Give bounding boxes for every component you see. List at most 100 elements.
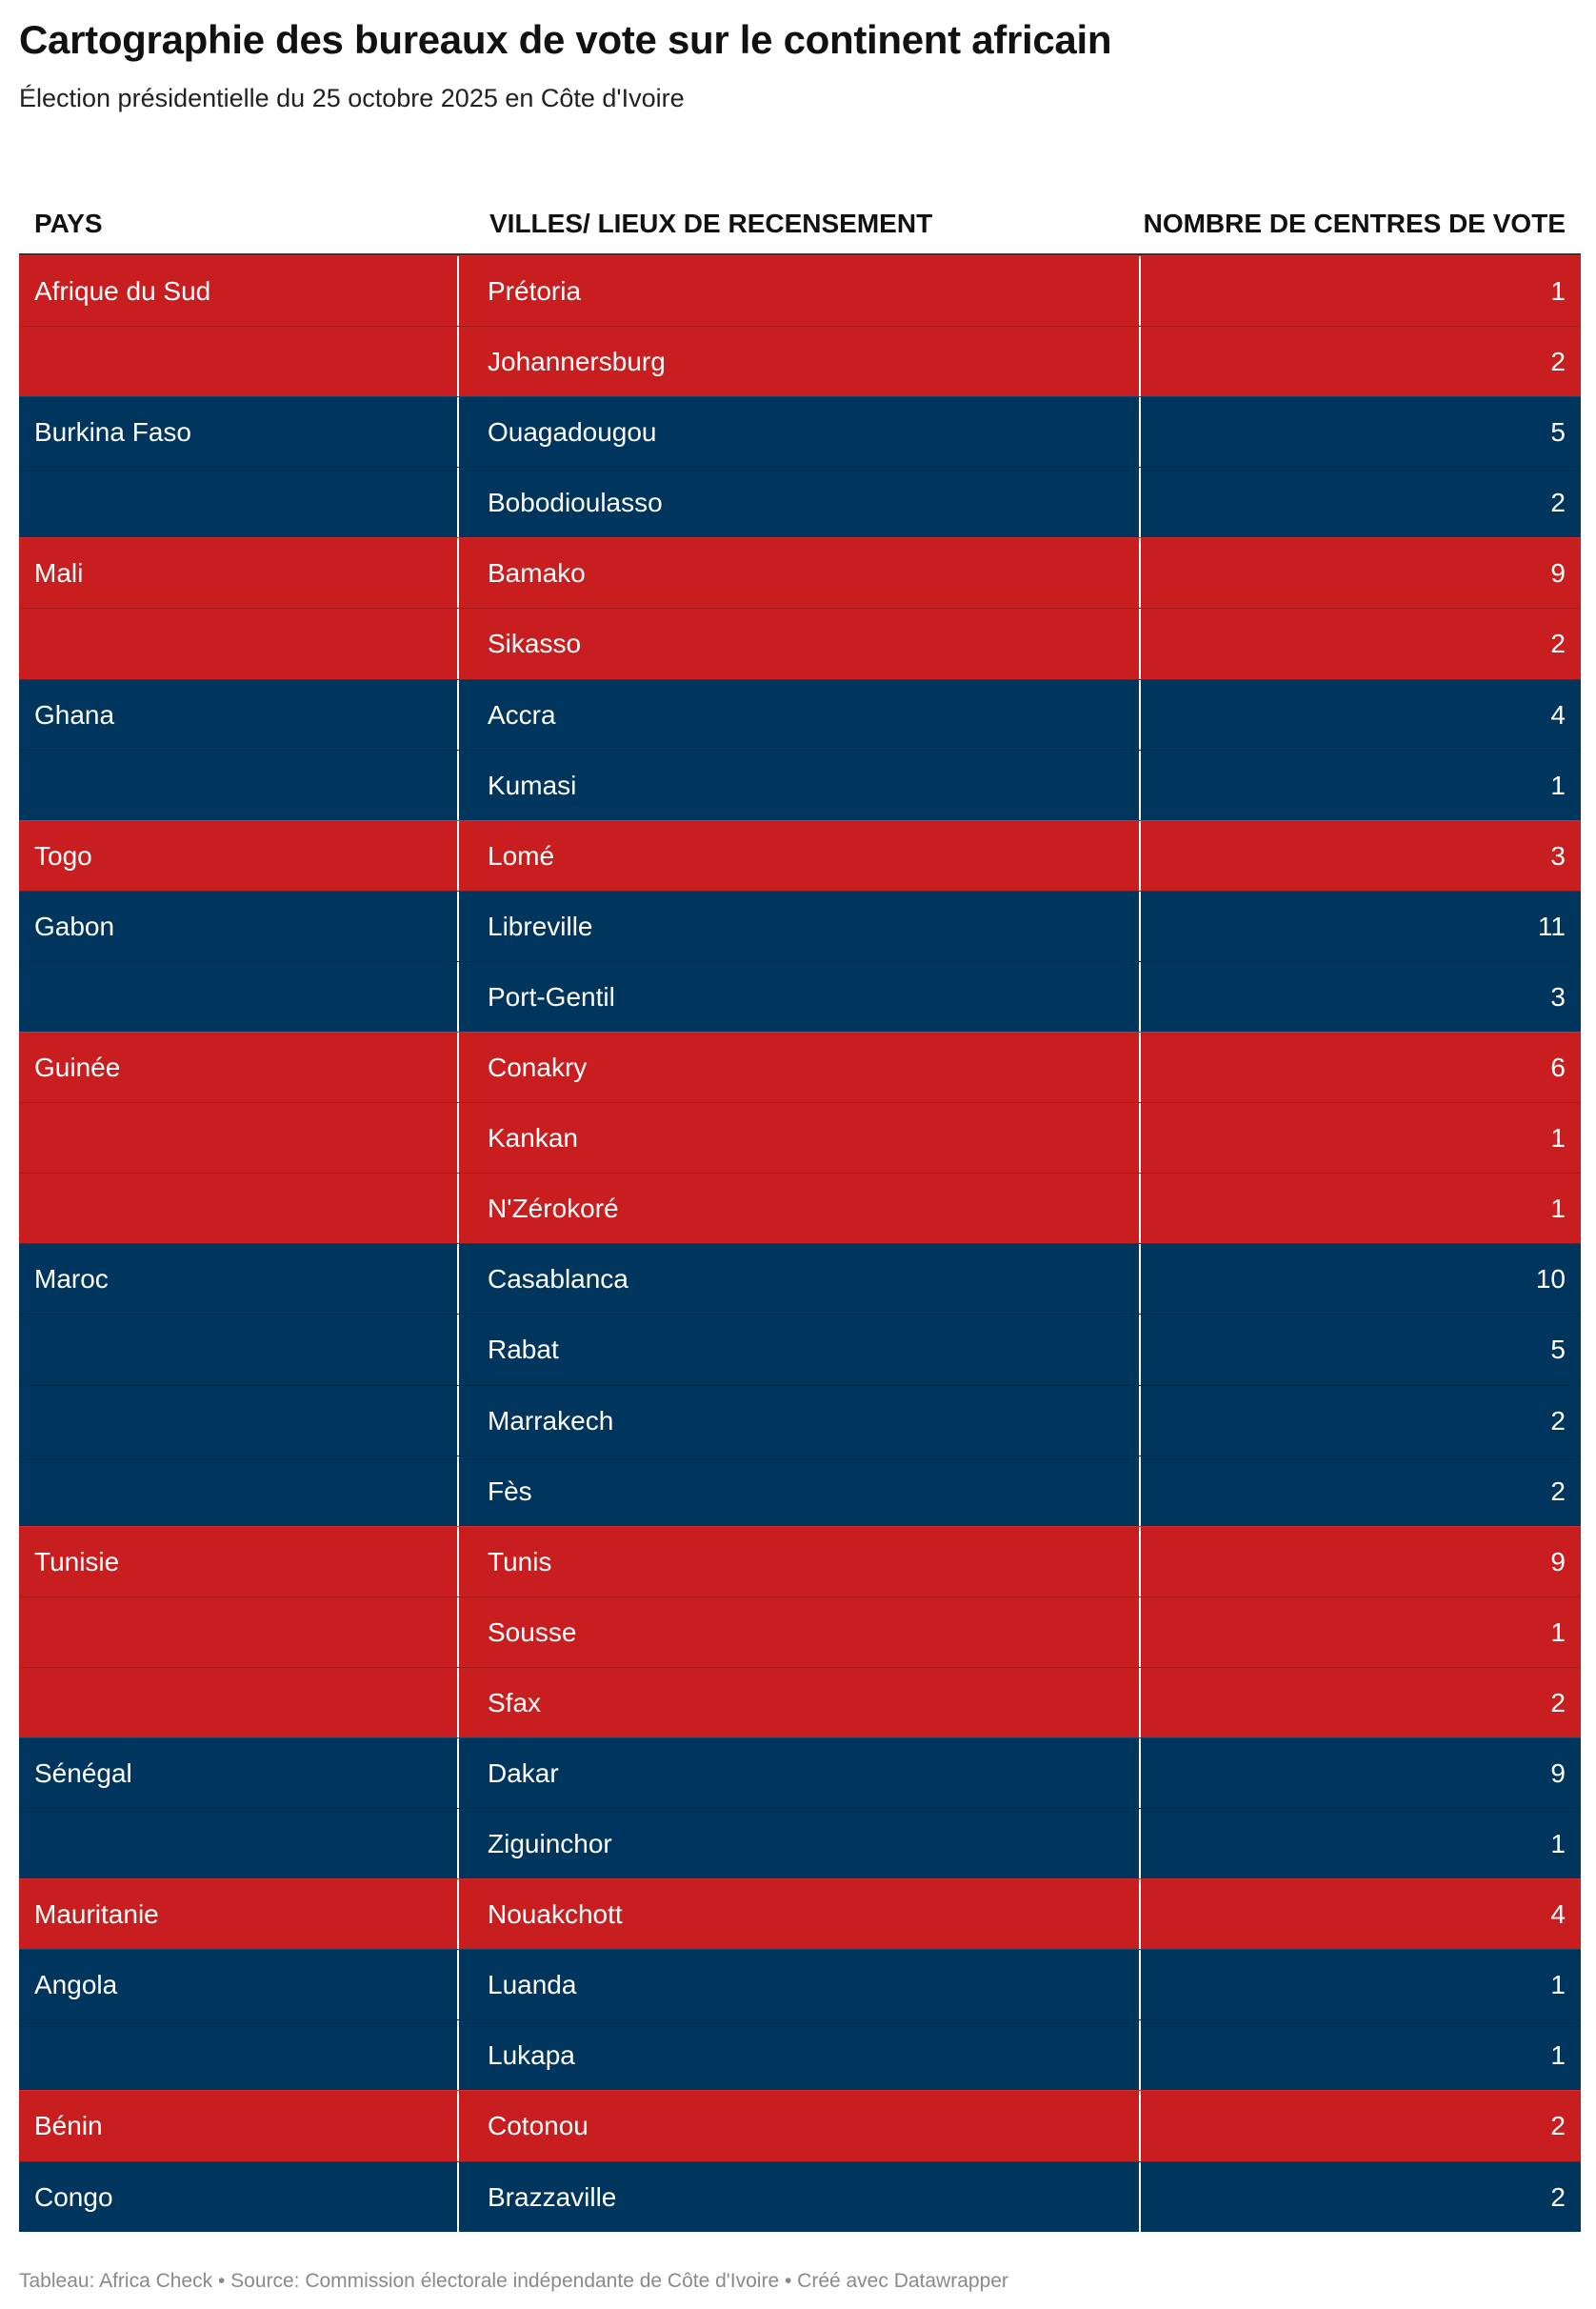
cell-ville: Port-Gentil — [459, 961, 1141, 1033]
cell-pays — [19, 1809, 459, 1879]
column-header-villes[interactable]: VILLES/ LIEUX DE RECENSEMENT — [489, 209, 933, 238]
cell-centres: 1 — [1550, 2040, 1566, 2071]
table-row: Ziguinchor 1 — [19, 1808, 1581, 1879]
cell-ville: Dakar — [459, 1737, 1141, 1809]
cell-centres: 10 — [1535, 1264, 1566, 1295]
cell-pays — [19, 2020, 459, 2091]
table-row: Sousse 1 — [19, 1596, 1581, 1667]
cell-pays — [19, 1174, 459, 1244]
table-row: Togo Lomé 3 — [19, 819, 1581, 891]
table-row: Port-Gentil 3 — [19, 960, 1581, 1033]
cell-ville: Lomé — [459, 820, 1141, 891]
cell-pays: Gabon — [19, 891, 459, 961]
table-row: Fès 2 — [19, 1455, 1581, 1526]
cell-pays: Maroc — [19, 1244, 459, 1315]
table-row: Maroc Casablanca 10 — [19, 1243, 1581, 1315]
cell-ville: Ziguinchor — [459, 1809, 1141, 1879]
table-row: Sénégal Dakar 9 — [19, 1737, 1581, 1809]
table-row: N'Zérokoré 1 — [19, 1173, 1581, 1244]
chart-subtitle: Élection présidentielle du 25 octobre 20… — [19, 84, 685, 112]
cell-ville: Conakry — [459, 1033, 1141, 1103]
cell-pays — [19, 1315, 459, 1385]
chart-title: Cartographie des bureaux de vote sur le … — [19, 17, 1112, 62]
cell-pays — [19, 327, 459, 397]
cell-centres: 6 — [1550, 1053, 1566, 1083]
cell-centres: 2 — [1550, 2181, 1566, 2212]
cell-pays: Guinée — [19, 1033, 459, 1103]
cell-ville: Luanda — [459, 1950, 1141, 2020]
table-row: Marrakech 2 — [19, 1384, 1581, 1456]
cell-ville: Johannersburg — [459, 327, 1141, 397]
chart-footer: Tableau: Africa Check • Source: Commissi… — [19, 2270, 1008, 2292]
cell-pays — [19, 1667, 459, 1737]
table-row: Guinée Conakry 6 — [19, 1032, 1581, 1103]
cell-ville: Marrakech — [459, 1385, 1141, 1456]
cell-centres: 2 — [1550, 488, 1566, 518]
cell-pays — [19, 1385, 459, 1456]
cell-ville: Accra — [459, 679, 1141, 750]
cell-pays: Afrique du Sud — [19, 256, 459, 327]
cell-centres: 1 — [1550, 1829, 1566, 1859]
cell-ville: Nouakchott — [459, 1879, 1141, 1950]
cell-ville: Lukapa — [459, 2020, 1141, 2091]
cell-pays — [19, 1596, 459, 1667]
cell-centres: 4 — [1550, 699, 1566, 730]
cell-pays: Ghana — [19, 679, 459, 750]
cell-centres: 2 — [1550, 1476, 1566, 1506]
cell-pays: Burkina Faso — [19, 397, 459, 468]
table-row: Ghana Accra 4 — [19, 678, 1581, 750]
cell-centres: 2 — [1550, 629, 1566, 659]
cell-ville: Sikasso — [459, 609, 1141, 679]
cell-pays: Mali — [19, 538, 459, 609]
table-row: Rabat 5 — [19, 1314, 1581, 1385]
cell-pays: Angola — [19, 1950, 459, 2020]
cell-centres: 5 — [1550, 417, 1566, 448]
table-header: PAYS VILLES/ LIEUX DE RECENSEMENT NOMBRE… — [19, 164, 1581, 255]
table-row: Sfax 2 — [19, 1666, 1581, 1737]
table-row: Congo Brazzaville 2 — [19, 2160, 1581, 2232]
cell-centres: 1 — [1550, 1616, 1566, 1647]
cell-centres: 2 — [1550, 2111, 1566, 2141]
cell-centres: 2 — [1550, 1687, 1566, 1717]
cell-ville: Sousse — [459, 1596, 1141, 1667]
table-row: Afrique du Sud Prétoria 1 — [19, 255, 1581, 327]
cell-centres: 1 — [1550, 1123, 1566, 1154]
table-row: Burkina Faso Ouagadougou 5 — [19, 396, 1581, 468]
cell-ville: Fès — [459, 1456, 1141, 1526]
cell-centres: 2 — [1550, 1405, 1566, 1436]
cell-ville: Casablanca — [459, 1244, 1141, 1315]
cell-pays — [19, 468, 459, 538]
table-row: Bobodioulasso 2 — [19, 467, 1581, 538]
cell-ville: Kumasi — [459, 750, 1141, 820]
cell-centres: 9 — [1550, 558, 1566, 589]
cell-centres: 5 — [1550, 1335, 1566, 1365]
cell-centres: 1 — [1550, 1194, 1566, 1224]
cell-pays — [19, 1456, 459, 1526]
table-row: Angola Luanda 1 — [19, 1949, 1581, 2020]
column-header-pays[interactable]: PAYS — [34, 209, 103, 238]
cell-pays: Sénégal — [19, 1737, 459, 1809]
table-row: Tunisie Tunis 9 — [19, 1525, 1581, 1596]
cell-ville: Cotonou — [459, 2091, 1141, 2161]
cell-centres: 1 — [1550, 770, 1566, 800]
cell-pays — [19, 961, 459, 1033]
column-header-centres[interactable]: NOMBRE DE CENTRES DE VOTE — [1143, 209, 1566, 238]
table-row: Kumasi 1 — [19, 749, 1581, 820]
table-row: Sikasso 2 — [19, 608, 1581, 679]
table-body: Afrique du Sud Prétoria 1 Johannersburg 2 Bur… — [19, 255, 1581, 2232]
cell-pays — [19, 609, 459, 679]
table-row: Mauritanie Nouakchott 4 — [19, 1878, 1581, 1950]
cell-centres: 3 — [1550, 981, 1566, 1012]
table-row: Bénin Cotonou 2 — [19, 2090, 1581, 2161]
cell-ville: Kankan — [459, 1103, 1141, 1174]
cell-ville: Rabat — [459, 1315, 1141, 1385]
cell-ville: Prétoria — [459, 256, 1141, 327]
cell-pays: Mauritanie — [19, 1879, 459, 1950]
table-row: Kankan 1 — [19, 1102, 1581, 1174]
cell-centres: 3 — [1550, 840, 1566, 871]
table-row: Johannersburg 2 — [19, 326, 1581, 397]
table-row: Mali Bamako 9 — [19, 537, 1581, 609]
cell-centres: 1 — [1550, 1970, 1566, 2000]
cell-pays: Congo — [19, 2161, 459, 2232]
cell-pays — [19, 1103, 459, 1174]
